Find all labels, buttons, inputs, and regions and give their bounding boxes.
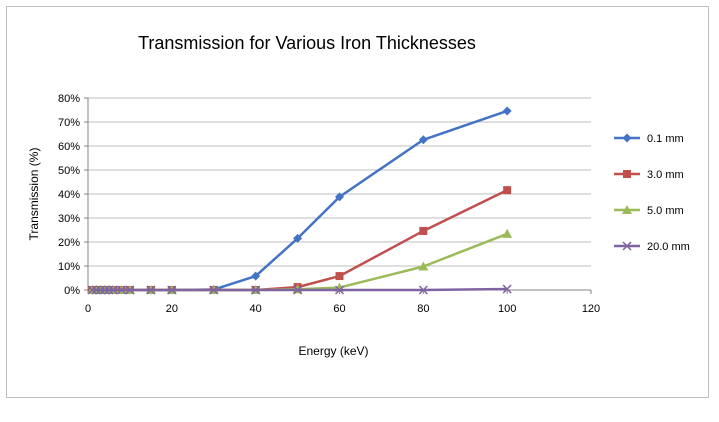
data-point	[293, 233, 303, 243]
data-point	[209, 285, 219, 295]
y-tick-label: 20%	[58, 237, 80, 249]
data-point	[251, 285, 261, 295]
chart-frame	[6, 6, 709, 398]
y-axis-label: Transmission (%)	[27, 148, 41, 241]
x-tick-label: 100	[498, 303, 516, 315]
data-point	[334, 285, 345, 295]
data-point	[125, 285, 135, 295]
series-line-1	[92, 109, 508, 292]
y-tick-label: 40%	[58, 189, 80, 201]
legend-label: 3.0 mm	[647, 169, 684, 181]
x-tick-label: 0	[85, 303, 91, 315]
x-tick-label: 120	[582, 303, 600, 315]
y-tick-label: 50%	[58, 165, 80, 177]
data-point	[104, 285, 114, 295]
data-point	[502, 228, 513, 238]
y-tick-label: 60%	[58, 141, 80, 153]
legend-label: 5.0 mm	[647, 205, 684, 217]
data-point	[503, 186, 512, 195]
gridlines	[88, 97, 591, 267]
x-tick-label: 80	[417, 303, 429, 315]
y-tick-label: 0%	[64, 285, 80, 297]
data-point	[418, 285, 428, 295]
data-point	[419, 226, 428, 235]
data-point	[335, 272, 344, 281]
data-point	[96, 285, 106, 295]
x-axis-label: Energy (keV)	[298, 344, 368, 358]
y-tick-label: 30%	[58, 213, 80, 225]
data-point	[251, 271, 261, 281]
data-point	[91, 285, 101, 295]
legend-label: 20.0 mm	[647, 241, 690, 253]
legend-entry: 20.0 mm	[614, 241, 690, 253]
legend-marker	[622, 241, 632, 251]
legend-marker	[622, 205, 632, 214]
data-point	[418, 135, 428, 145]
legend-label: 0.1 mm	[647, 133, 684, 145]
legend-entry: 3.0 mm	[614, 169, 684, 181]
data-point	[502, 106, 512, 116]
legend-marker	[622, 133, 632, 143]
data-point	[335, 192, 344, 202]
data-point	[418, 261, 429, 271]
series-lines	[87, 106, 513, 295]
legend-entry: 5.0 mm	[614, 205, 684, 217]
data-point	[117, 285, 127, 295]
series-line-4	[92, 287, 508, 292]
data-point	[108, 285, 118, 295]
legend: 0.1 mm 3.0 mm 5.0 mm 20.0 mm	[614, 133, 690, 253]
legend-marker	[623, 170, 631, 178]
data-point	[167, 285, 177, 295]
chart-title: Transmission for Various Iron Thicknesse…	[138, 33, 476, 53]
data-point	[87, 285, 97, 295]
tick-labels: 0% 10% 20% 30% 40% 50% 60% 70% 80% 0 20 40 60 80 100 12…	[58, 93, 600, 315]
x-tick-label: 60	[333, 303, 345, 315]
data-point	[502, 284, 512, 294]
y-tick-label: 10%	[58, 261, 80, 273]
x-tick-label: 20	[166, 303, 178, 315]
data-point	[146, 285, 156, 295]
legend-entry: 0.1 mm	[614, 133, 684, 145]
data-point	[100, 285, 110, 295]
y-tick-label: 80%	[58, 93, 80, 105]
y-tick-label: 70%	[58, 117, 80, 129]
x-tick-label: 40	[250, 303, 262, 315]
data-point	[293, 285, 303, 295]
